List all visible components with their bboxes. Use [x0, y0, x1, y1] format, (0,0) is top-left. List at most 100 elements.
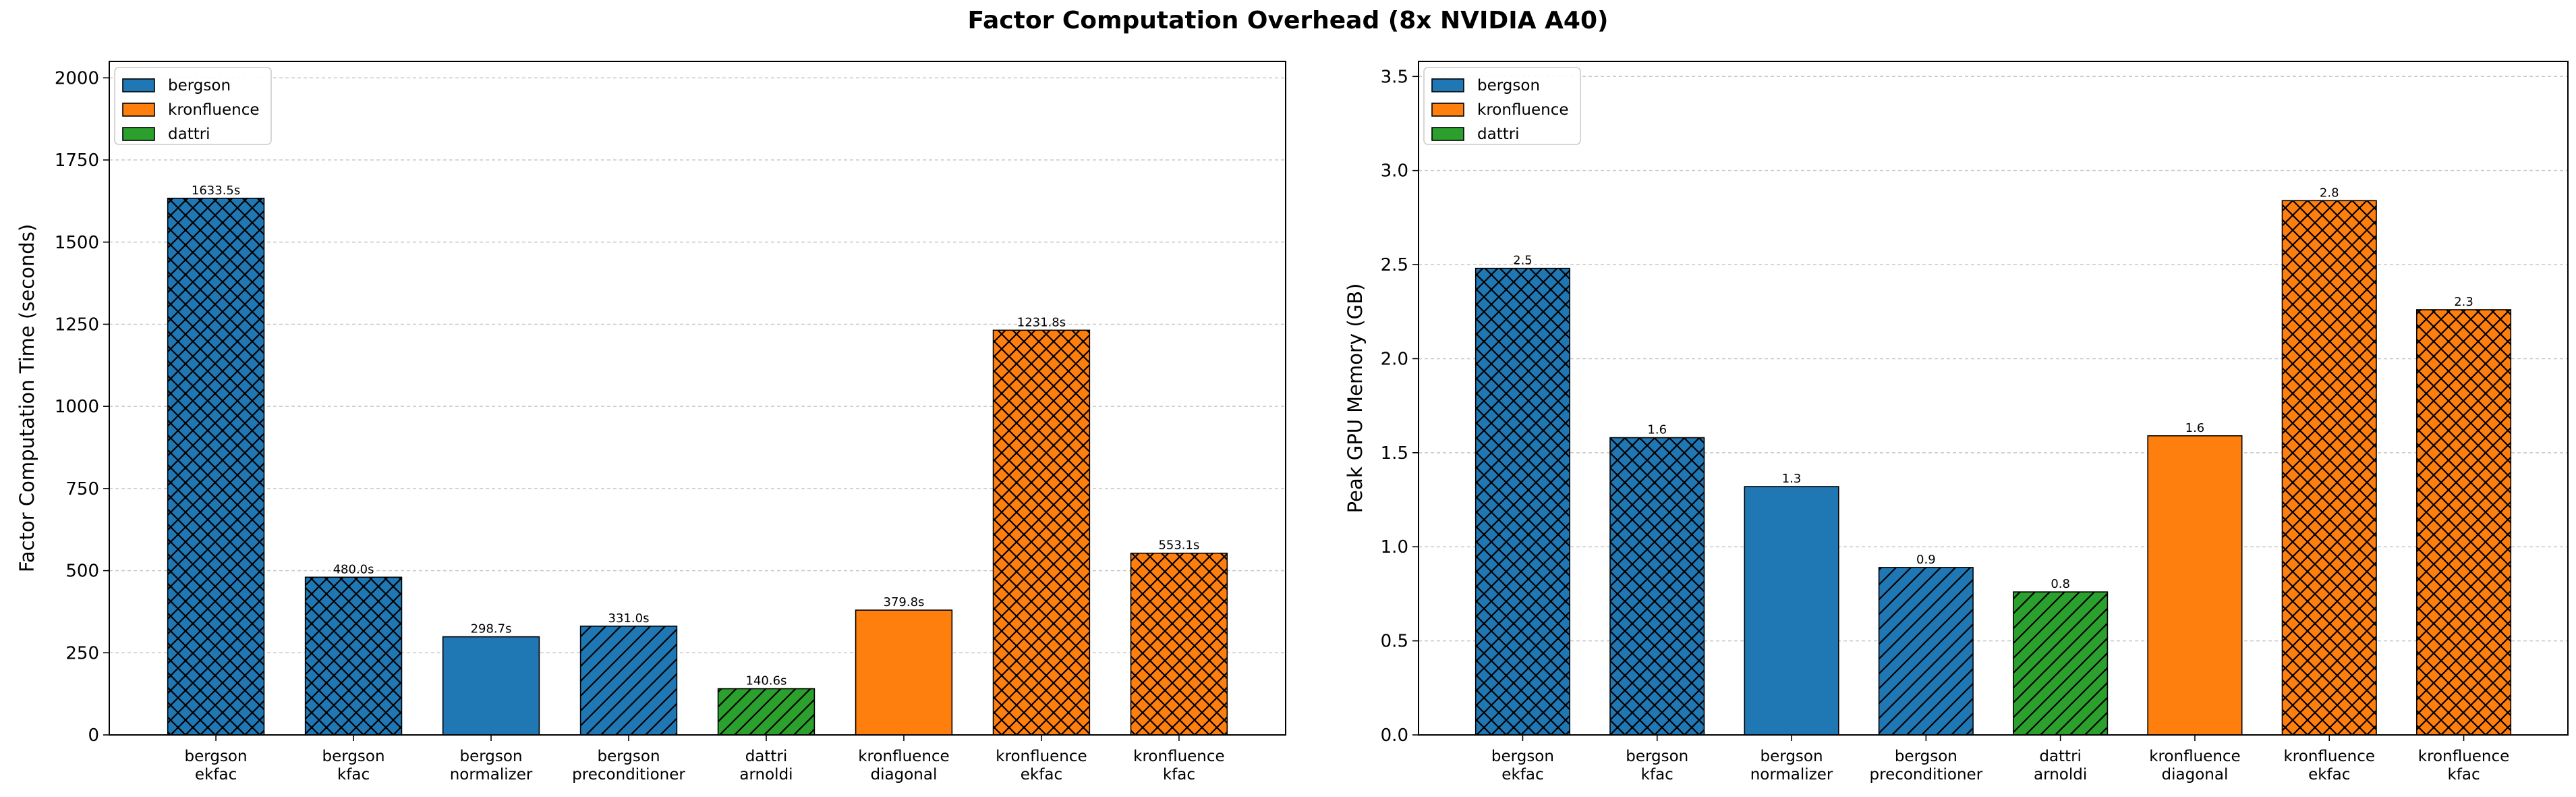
- bar: [855, 610, 952, 735]
- bar-hatch: [993, 330, 1090, 735]
- bar-hatch: [1610, 437, 1705, 735]
- bar-hatch: [2416, 309, 2511, 735]
- x-tick-label: dattri: [2039, 748, 2082, 765]
- y-tick-label: 1.0: [1381, 537, 1408, 557]
- data-label: 298.7s: [471, 622, 512, 636]
- legend-label: bergson: [1477, 77, 1540, 94]
- x-tick-label: kronfluence: [858, 748, 950, 765]
- y-tick-label: 500: [65, 561, 99, 582]
- legend-label: dattri: [1477, 126, 1520, 143]
- x-tick-label: bergson: [1895, 748, 1957, 765]
- chart-panel-1: 1633.5sbergsonekfac480.0sbergsonkfac298.…: [16, 61, 1286, 784]
- bar-hatch: [2282, 200, 2376, 735]
- x-tick-label: ekfac: [195, 766, 237, 784]
- y-tick-label: 250: [65, 643, 99, 663]
- x-tick-label: bergson: [1491, 748, 1554, 765]
- x-tick-label: kfac: [2447, 766, 2480, 784]
- axes-frame: [1418, 61, 2569, 736]
- y-tick-label: 2.5: [1381, 255, 1408, 275]
- x-tick-label: bergson: [597, 748, 660, 765]
- y-tick-label: 750: [65, 479, 99, 499]
- chart-panel-2: 2.5bergsonekfac1.6bergsonkfac1.3bergsonn…: [1344, 61, 2569, 784]
- y-tick-label: 1250: [55, 314, 99, 335]
- bar: [442, 636, 540, 735]
- y-tick-label: 1500: [55, 233, 99, 253]
- x-tick-label: bergson: [460, 748, 523, 765]
- y-tick-label: 0: [88, 725, 99, 746]
- y-tick-label: 1000: [55, 397, 99, 417]
- x-tick-label: diagonal: [2162, 766, 2229, 784]
- data-label: 0.8: [2051, 577, 2070, 591]
- y-tick-label: 3.5: [1381, 67, 1408, 87]
- y-axis-label: Factor Computation Time (seconds): [16, 224, 38, 572]
- x-tick-label: kfac: [1163, 766, 1195, 784]
- bar: [1744, 487, 1839, 735]
- x-tick-label: preconditioner: [1870, 766, 1983, 784]
- legend: bergson kronfluence dattri: [114, 67, 272, 145]
- x-tick-label: arnoldi: [739, 766, 793, 784]
- axes-frame: [109, 61, 1286, 736]
- data-label: 2.3: [2454, 295, 2473, 309]
- bar-hatch: [718, 688, 815, 735]
- data-label: 1.6: [1647, 423, 1667, 437]
- bar-hatch: [1475, 268, 1570, 735]
- y-tick-label: 1.5: [1381, 443, 1408, 464]
- x-tick-label: kronfluence: [996, 748, 1087, 765]
- data-label: 1.6: [2185, 421, 2205, 435]
- x-tick-label: bergson: [185, 748, 248, 765]
- x-tick-label: normalizer: [1750, 766, 1833, 784]
- data-label: 0.9: [1916, 553, 1936, 567]
- legend-swatch: [1431, 103, 1464, 117]
- legend-swatch: [1431, 127, 1464, 141]
- y-tick-label: 0.0: [1381, 725, 1408, 746]
- y-tick-label: 2000: [55, 68, 99, 88]
- legend-swatch: [1431, 78, 1464, 92]
- x-tick-label: arnoldi: [2034, 766, 2087, 784]
- x-tick-label: dattri: [745, 748, 788, 765]
- bar-hatch: [305, 577, 402, 735]
- bar: [2148, 435, 2242, 735]
- legend-label: dattri: [168, 126, 210, 143]
- x-tick-label: ekfac: [1501, 766, 1543, 784]
- x-tick-label: kronfluence: [2149, 748, 2241, 765]
- x-tick-label: kfac: [1641, 766, 1673, 784]
- bar-hatch: [1130, 553, 1228, 735]
- data-label: 1231.8s: [1017, 315, 1066, 329]
- x-tick-label: kronfluence: [1133, 748, 1225, 765]
- bar-hatch: [167, 198, 264, 735]
- x-tick-label: bergson: [322, 748, 385, 765]
- x-tick-label: kronfluence: [2418, 748, 2510, 765]
- y-tick-label: 1750: [55, 150, 99, 171]
- y-tick-label: 0.5: [1381, 632, 1408, 652]
- x-tick-label: diagonal: [871, 766, 938, 784]
- x-tick-label: normalizer: [450, 766, 533, 784]
- data-label: 2.8: [2320, 186, 2339, 200]
- x-tick-label: kronfluence: [2283, 748, 2375, 765]
- y-axis-label: Peak GPU Memory (GB): [1344, 283, 1367, 514]
- x-tick-label: preconditioner: [572, 766, 685, 784]
- data-label: 480.0s: [333, 562, 374, 576]
- data-label: 140.6s: [746, 674, 787, 688]
- data-label: 379.8s: [884, 595, 925, 609]
- legend-swatch: [122, 78, 155, 92]
- data-label: 553.1s: [1158, 539, 1199, 553]
- data-label: 2.5: [1513, 254, 1533, 268]
- data-label: 331.0s: [608, 611, 650, 626]
- bar-hatch: [1879, 567, 1974, 735]
- y-tick-label: 3.0: [1381, 161, 1408, 182]
- data-label: 1.3: [1782, 472, 1802, 486]
- legend-label: kronfluence: [1477, 101, 1569, 119]
- x-tick-label: ekfac: [2308, 766, 2350, 784]
- y-tick-label: 2.0: [1381, 349, 1408, 369]
- data-label: 1633.5s: [192, 184, 240, 198]
- legend: bergson kronfluence dattri: [1423, 67, 1581, 145]
- bar-hatch: [580, 626, 677, 735]
- x-tick-label: ekfac: [1021, 766, 1062, 784]
- legend-label: bergson: [168, 77, 231, 94]
- x-tick-label: bergson: [1761, 748, 1823, 765]
- legend-swatch: [122, 127, 155, 141]
- legend-label: kronfluence: [168, 101, 260, 119]
- legend-swatch: [122, 103, 155, 117]
- x-tick-label: kfac: [337, 766, 370, 784]
